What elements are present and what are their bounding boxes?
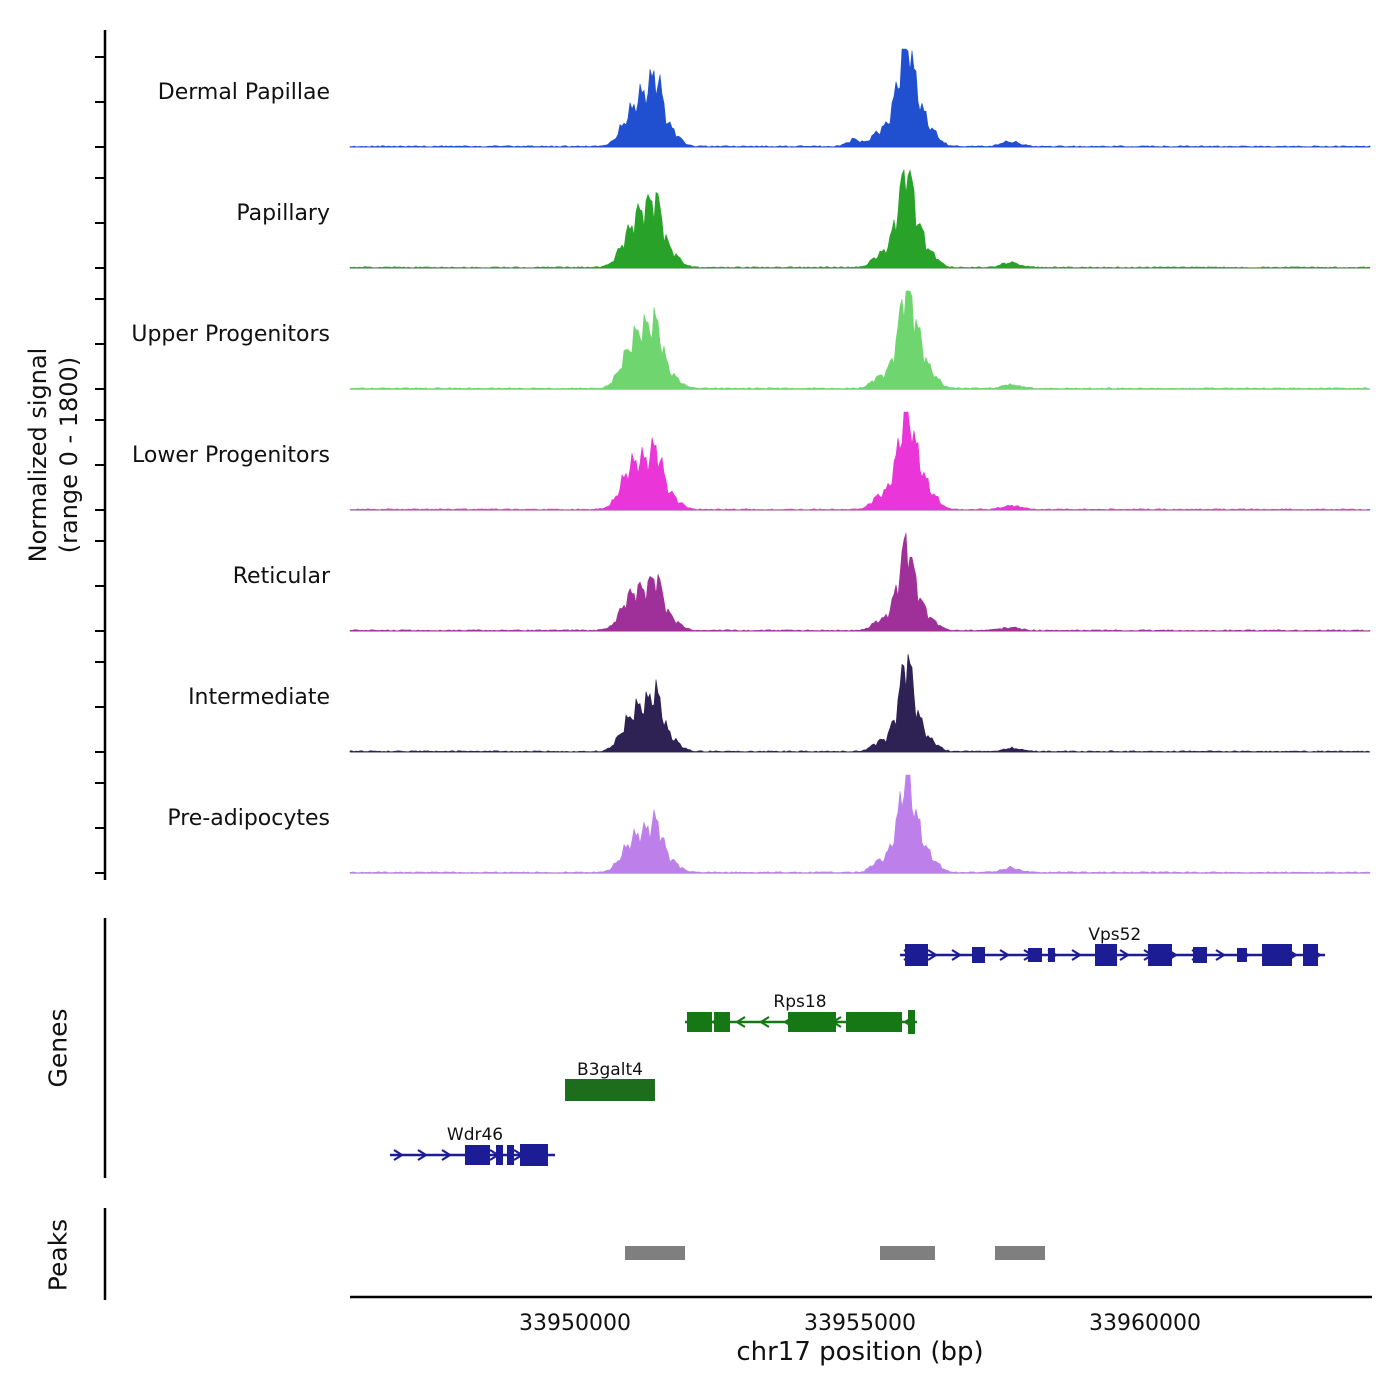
gene-b3galt4: B3galt4 — [565, 1060, 655, 1101]
exon-box — [845, 1012, 903, 1032]
strand-arrow-icon — [734, 1016, 746, 1028]
exon-box — [687, 1012, 713, 1032]
signal-area-pre-adipocytes — [349, 774, 1371, 874]
exon-box — [1236, 948, 1247, 962]
track-label-reticular: Reticular — [233, 564, 331, 589]
exon-box — [788, 1012, 837, 1032]
exon-box — [1303, 944, 1318, 966]
strand-arrow-icon — [927, 949, 939, 961]
strand-arrow-icon — [417, 1149, 429, 1161]
gene-rps18: Rps18 — [685, 992, 917, 1034]
strand-arrow-icon — [1119, 949, 1131, 961]
exon-box — [495, 1145, 504, 1165]
exon-box — [1262, 944, 1293, 966]
track-label-papillary: Papillary — [236, 201, 330, 226]
signal-area-intermediate — [349, 654, 1371, 753]
signal-area-lower-progenitors — [349, 411, 1371, 511]
exon-box — [1095, 944, 1118, 966]
strand-arrow-icon — [441, 1149, 453, 1161]
gene-label: Wdr46 — [447, 1125, 503, 1145]
exon-box — [714, 1012, 730, 1032]
x-tick-label: 33955000 — [804, 1311, 916, 1336]
gene-wdr46: Wdr46 — [389, 1125, 555, 1166]
gene-label: Rps18 — [773, 992, 826, 1012]
y-axis-label-line2: (range 0 - 1800) — [55, 356, 83, 554]
exon-box — [1027, 948, 1043, 962]
exon-box — [506, 1145, 515, 1165]
exon-box — [1192, 947, 1208, 963]
exon-box — [519, 1144, 548, 1166]
track-label-intermediate: Intermediate — [188, 685, 330, 710]
x-axis-title: chr17 position (bp) — [736, 1337, 984, 1367]
peak-region — [624, 1246, 686, 1260]
strand-arrow-icon — [999, 949, 1011, 961]
gene-label: B3galt4 — [577, 1060, 643, 1080]
y-axis-label: Normalized signal (range 0 - 1800) — [23, 348, 85, 563]
exon-box — [972, 947, 986, 963]
track-label-upper-progenitors: Upper Progenitors — [131, 322, 330, 347]
signal-area-dermal-papillae — [349, 48, 1371, 148]
x-tick-label: 33950000 — [519, 1311, 631, 1336]
exon-box — [1047, 948, 1055, 962]
signal-area-upper-progenitors — [349, 290, 1371, 390]
track-label-lower-progenitors: Lower Progenitors — [132, 443, 330, 468]
peak-region — [994, 1246, 1046, 1260]
strand-arrow-icon — [951, 949, 963, 961]
strand-arrow-icon — [758, 1016, 770, 1028]
x-tick-label: 33960000 — [1089, 1311, 1201, 1336]
peak-region — [880, 1246, 936, 1260]
peaks-section-label: Peaks — [43, 1218, 73, 1292]
signal-area-papillary — [349, 168, 1371, 269]
strand-arrow-icon — [393, 1149, 405, 1161]
exon-box — [907, 1010, 916, 1034]
track-label-dermal-papillae: Dermal Papillae — [158, 80, 330, 105]
y-axis-label-line1: Normalized signal — [24, 347, 52, 563]
signal-area-reticular — [349, 533, 1371, 632]
exon-box — [464, 1145, 491, 1165]
exon-box — [1148, 944, 1173, 966]
genes-section-label: Genes — [43, 1008, 73, 1088]
gene-vps52: Vps52 — [900, 925, 1326, 966]
exon-box — [565, 1079, 655, 1101]
strand-arrow-icon — [1215, 949, 1227, 961]
exon-box — [904, 944, 929, 966]
track-label-pre-adipocytes: Pre-adipocytes — [167, 806, 330, 831]
gene-label: Vps52 — [1088, 925, 1141, 945]
strand-arrow-icon — [1071, 949, 1083, 961]
